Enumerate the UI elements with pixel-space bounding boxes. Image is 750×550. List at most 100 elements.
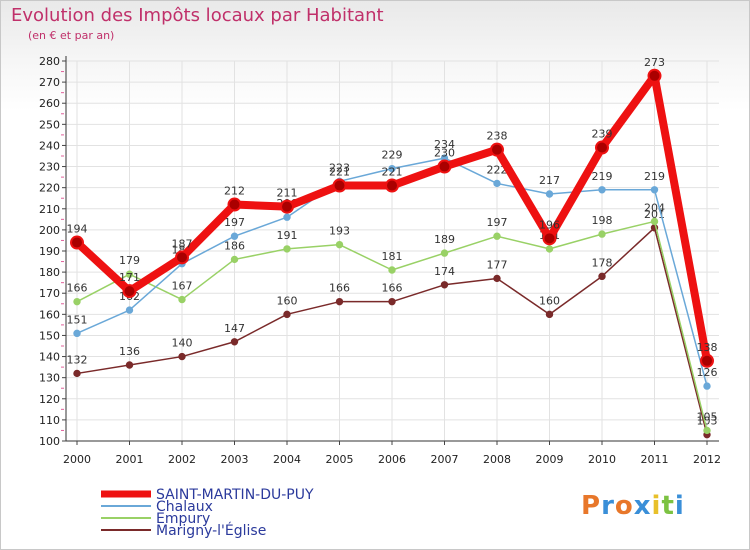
legend-item: Marigny-l'Église — [101, 522, 266, 539]
data-label: 229 — [382, 149, 403, 162]
data-point — [332, 178, 347, 193]
data-point — [650, 217, 659, 226]
y-tick-label: 190 — [39, 245, 60, 258]
data-label: 177 — [487, 258, 508, 271]
x-tick-label: 2007 — [431, 453, 459, 466]
data-label: 239 — [592, 128, 613, 141]
data-point — [227, 197, 242, 212]
data-point — [122, 284, 137, 299]
data-label: 196 — [539, 218, 560, 231]
data-label: 221 — [382, 166, 403, 179]
data-point — [178, 352, 186, 361]
legend-item: SAINT-MARTIN-DU-PUY — [101, 487, 314, 503]
data-label: 197 — [487, 216, 508, 229]
y-axis-ticks: 100 110 120 130 140 150 160 170 180 190 200 210 220 2… — [39, 55, 66, 448]
data-label: 197 — [224, 216, 245, 229]
y-tick-label: 210 — [39, 203, 60, 216]
data-point — [545, 310, 554, 319]
data-point — [647, 68, 662, 83]
series-saint-martin-du-puy: 194 171 187 212 211 221 221 230 238 196 239 273 138 — [67, 56, 718, 368]
data-point — [598, 186, 606, 194]
data-label: 160 — [539, 294, 560, 307]
data-label: 167 — [172, 280, 193, 293]
x-axis-ticks: 2000 2001 2002 2003 2004 2005 2006 2007 2008 2009… — [63, 441, 721, 466]
data-label: 189 — [434, 233, 455, 246]
data-point — [598, 230, 606, 238]
data-point — [280, 199, 294, 214]
data-point — [283, 213, 291, 221]
data-label: 194 — [67, 223, 88, 236]
data-point — [545, 245, 554, 253]
y-tick-label: 100 — [39, 435, 60, 448]
data-label: 147 — [224, 322, 245, 335]
data-point — [125, 361, 134, 369]
data-label: 217 — [539, 174, 560, 187]
data-label: 223 — [329, 161, 350, 174]
y-tick-label: 170 — [39, 287, 60, 300]
data-label: 171 — [119, 271, 140, 284]
data-label: 219 — [592, 170, 613, 183]
data-point — [703, 426, 711, 435]
data-point — [650, 186, 659, 194]
legend-label: Marigny-l'Église — [156, 522, 266, 539]
chart-subtitle: (en € et par an) — [28, 29, 115, 42]
data-label: 140 — [172, 337, 193, 350]
grid — [66, 60, 719, 442]
y-tick-label: 120 — [39, 393, 60, 406]
data-point — [230, 255, 239, 264]
legend-label: Chalaux — [156, 499, 213, 515]
data-point — [388, 164, 396, 173]
data-label: 198 — [592, 214, 613, 227]
data-label: 103 — [697, 415, 718, 428]
legend-label: Empury — [156, 511, 210, 527]
x-tick-label: 2010 — [588, 453, 616, 466]
data-label: 211 — [277, 187, 298, 200]
data-point — [493, 274, 501, 283]
data-point — [440, 281, 449, 289]
data-point — [437, 159, 452, 174]
data-label: 193 — [329, 225, 350, 238]
x-tick-label: 2000 — [63, 453, 91, 466]
data-label: 136 — [119, 345, 140, 358]
y-tick-label: 160 — [39, 308, 60, 321]
data-label: 212 — [224, 185, 245, 198]
x-tick-label: 2002 — [168, 453, 196, 466]
data-point — [595, 140, 609, 155]
x-tick-label: 2005 — [326, 453, 354, 466]
data-label: 234 — [434, 138, 455, 151]
data-label: 178 — [592, 256, 613, 269]
data-label: 273 — [644, 56, 665, 69]
y-tick-label: 250 — [39, 118, 60, 131]
data-label: 105 — [697, 410, 718, 423]
y-tick-label: 140 — [39, 351, 60, 364]
data-label: 166 — [67, 282, 88, 295]
data-label: 204 — [644, 201, 665, 214]
legend-item: Empury — [101, 511, 210, 527]
y-tick-label: 280 — [39, 55, 60, 68]
y-tick-label: 240 — [39, 139, 60, 152]
data-point — [73, 369, 81, 378]
data-point — [283, 245, 291, 253]
x-tick-label: 2011 — [641, 453, 669, 466]
data-point — [700, 353, 714, 368]
data-label: 238 — [487, 130, 508, 143]
x-tick-label: 2012 — [693, 453, 721, 466]
data-label: 187 — [172, 237, 193, 250]
data-point — [493, 179, 501, 188]
y-tick-label: 110 — [39, 414, 60, 427]
axes — [61, 56, 719, 442]
data-point — [70, 235, 84, 250]
data-label: 166 — [329, 282, 350, 295]
data-point — [125, 306, 134, 314]
data-point — [440, 249, 449, 257]
data-point — [230, 232, 239, 240]
x-tick-label: 2004 — [273, 453, 301, 466]
data-label: 126 — [697, 366, 718, 379]
data-label: 179 — [119, 254, 140, 267]
y-tick-label: 150 — [39, 329, 60, 342]
data-label: 132 — [67, 353, 88, 366]
x-tick-label: 2001 — [116, 453, 144, 466]
y-tick-label: 230 — [39, 161, 60, 174]
